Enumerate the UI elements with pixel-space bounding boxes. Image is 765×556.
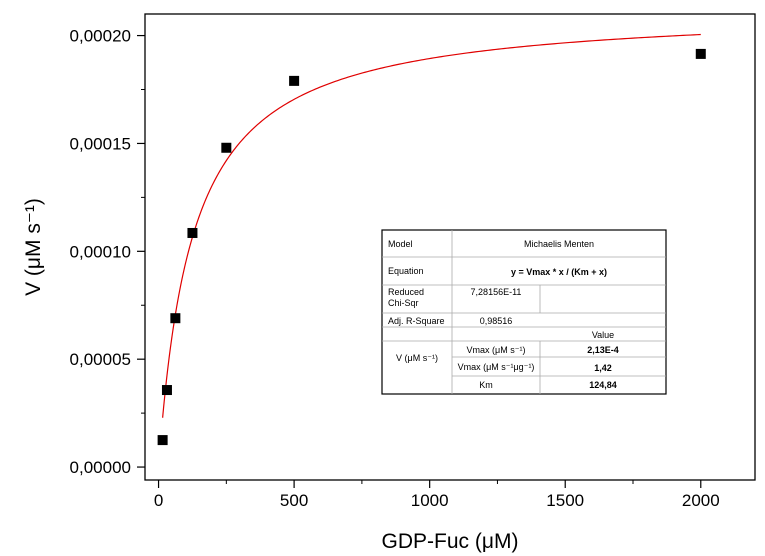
- y-axis: 0,00000 0,00005 0,00010 0,00015 0,00020: [70, 27, 145, 477]
- param-name-vmax-per-ug: Vmax (μM s⁻¹μg⁻¹): [458, 362, 535, 372]
- y-tick-label: 0,00015: [70, 134, 131, 153]
- value-header: Value: [592, 330, 614, 340]
- param-name-vmax: Vmax (μM s⁻¹): [467, 345, 526, 355]
- x-tick-label: 2000: [682, 491, 720, 510]
- data-points: [157, 48, 706, 446]
- v-label: V (μM s⁻¹): [396, 353, 438, 363]
- param-value-vmax: 2,13E-4: [587, 345, 619, 355]
- y-tick-label: 0,00000: [70, 458, 131, 477]
- model-value: Michaelis Menten: [524, 239, 594, 249]
- chisqr-value: 7,28156E-11: [471, 287, 522, 297]
- table-grid: [382, 230, 666, 394]
- param-value-vmax-per-ug: 1,42: [594, 363, 612, 373]
- chisqr-label-line1: Reduced: [388, 287, 424, 297]
- x-tick-label: 1500: [546, 491, 584, 510]
- data-point: [161, 385, 172, 396]
- x-tick-label: 1000: [411, 491, 449, 510]
- rsq-label: Adj. R-Square: [388, 316, 445, 326]
- data-point: [289, 75, 300, 86]
- x-axis: 0 500 1000 1500 2000: [154, 480, 720, 510]
- plot-frame: [144, 13, 756, 481]
- x-axis-title: GDP-Fuc (μM): [382, 530, 519, 553]
- fit-curve: [162, 33, 701, 418]
- equation-label: Equation: [388, 266, 424, 276]
- chisqr-label-line2: Chi-Sqr: [388, 298, 419, 308]
- x-tick-label: 0: [154, 491, 163, 510]
- y-tick-label: 0,00005: [70, 350, 131, 369]
- model-label: Model: [388, 239, 413, 249]
- y-axis-title: V (μM s⁻¹): [22, 198, 45, 296]
- param-value-km: 124,84: [589, 380, 617, 390]
- y-tick-label: 0,00020: [70, 27, 131, 46]
- x-tick-label: 500: [280, 491, 308, 510]
- y-tick-label: 0,00010: [70, 242, 131, 261]
- data-point: [157, 435, 168, 446]
- param-name-km: Km: [479, 380, 493, 390]
- data-point: [170, 313, 181, 324]
- data-point: [187, 227, 198, 238]
- data-point: [695, 48, 706, 59]
- equation-value: y = Vmax * x / (Km + x): [511, 267, 607, 277]
- data-point: [221, 142, 232, 153]
- rsq-value: 0,98516: [480, 316, 513, 326]
- fit-results-table: Model Michaelis Menten Equation y = Vmax…: [381, 229, 667, 395]
